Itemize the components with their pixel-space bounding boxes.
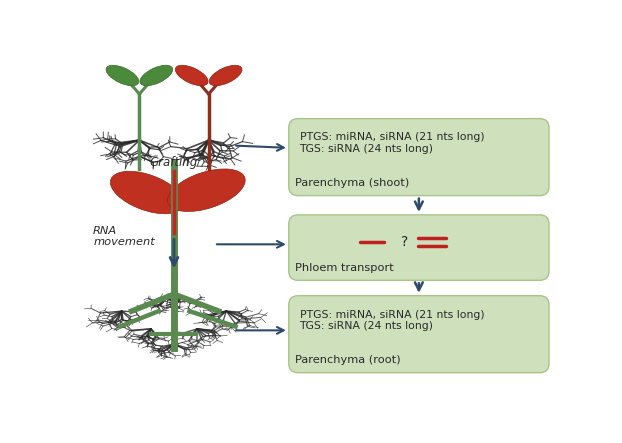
Text: ?: ? (401, 235, 408, 249)
Ellipse shape (106, 65, 139, 86)
Text: TGS: siRNA (24 nts long): TGS: siRNA (24 nts long) (300, 321, 434, 331)
Text: TGS: siRNA (24 nts long): TGS: siRNA (24 nts long) (300, 144, 434, 154)
Ellipse shape (140, 65, 173, 86)
Text: PTGS: miRNA, siRNA (21 nts long): PTGS: miRNA, siRNA (21 nts long) (300, 310, 484, 319)
Text: PTGS: miRNA, siRNA (21 nts long): PTGS: miRNA, siRNA (21 nts long) (300, 132, 484, 143)
Ellipse shape (175, 65, 208, 86)
Ellipse shape (167, 169, 245, 211)
Text: Phloem transport: Phloem transport (295, 263, 394, 272)
Text: movement: movement (93, 237, 155, 247)
Text: Parenchyma (shoot): Parenchyma (shoot) (295, 178, 409, 188)
FancyBboxPatch shape (289, 296, 549, 373)
Text: RNA: RNA (93, 226, 118, 237)
Text: Grafting: Grafting (150, 155, 198, 169)
Text: Parenchyma (root): Parenchyma (root) (295, 355, 401, 365)
Ellipse shape (209, 65, 242, 86)
Ellipse shape (110, 171, 183, 214)
FancyBboxPatch shape (289, 215, 549, 280)
FancyBboxPatch shape (289, 119, 549, 196)
